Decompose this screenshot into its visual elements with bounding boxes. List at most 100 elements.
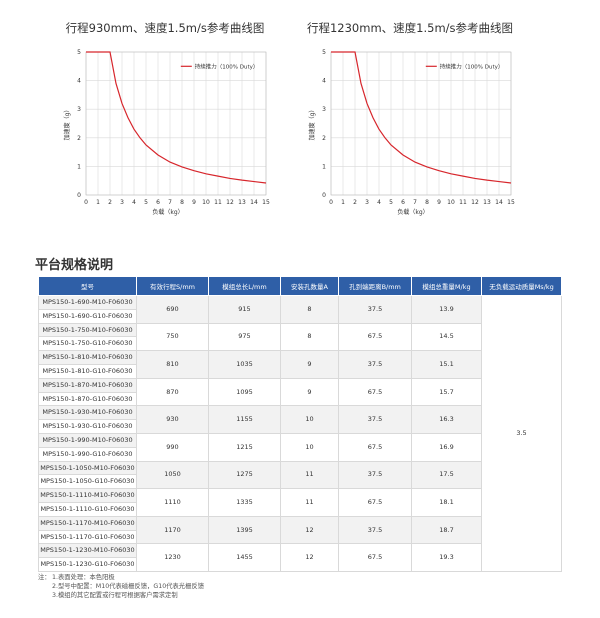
series-line	[86, 51, 267, 184]
table-header-cell: 安装孔数量A	[280, 276, 339, 296]
x-tick-label: 13	[483, 199, 491, 206]
chart-title: 行程1230mm、速度1.5m/s参考曲线图	[306, 21, 514, 35]
x-tick-label: 10	[447, 199, 455, 206]
y-tick-label: 2	[322, 135, 326, 142]
x-tick-label: 14	[250, 199, 258, 206]
x-tick-label: 14	[495, 199, 503, 206]
cell-stroke: 690	[136, 295, 209, 324]
cell-dist: 67.5	[338, 322, 412, 352]
model-cell: MPS150-1-930-M10-F06030	[38, 405, 137, 421]
x-tick-label: 3	[365, 199, 369, 206]
y-tick-label: 1	[322, 163, 326, 170]
cell-holes: 10	[280, 432, 339, 462]
cell-stroke: 990	[136, 432, 209, 462]
cell-dist: 67.5	[338, 377, 412, 407]
x-tick-label: 4	[132, 199, 136, 206]
x-tick-label: 7	[413, 199, 417, 206]
x-tick-label: 5	[144, 199, 148, 206]
y-tick-label: 4	[322, 78, 326, 85]
cell-weight: 18.7	[411, 515, 482, 545]
cell-holes: 12	[280, 515, 339, 545]
x-tick-label: 10	[202, 199, 210, 206]
model-cell: MPS150-1-990-M10-F06030	[38, 432, 137, 448]
model-cell: MPS150-1-1170-M10-F06030	[38, 515, 137, 531]
cell-weight: 17.5	[411, 460, 482, 490]
cell-length: 1215	[208, 432, 281, 462]
chart-svg: 0 1 2 3 4 5 6 7 8 9 10 11 12 13 14 15012345负载（kg）加速度（g）…	[63, 49, 270, 216]
plot-frame	[330, 51, 512, 196]
table-header-cell: 有效行程S/mm	[136, 276, 209, 296]
table-header-cell: 模组总重量M/kg	[411, 276, 482, 296]
table-row: MPS150-1-870-M10-F06030 870 1095 9 67.5 15.7	[38, 377, 562, 407]
x-tick-label: 11	[214, 199, 222, 206]
y-tick-label: 4	[77, 78, 81, 85]
model-cell: MPS150-1-990-G10-F06030	[38, 446, 137, 462]
cell-length: 1035	[208, 350, 281, 379]
y-axis-label: 加速度（g）	[63, 107, 71, 141]
x-axis-label: 负载（kg）	[152, 208, 183, 216]
cell-dist: 37.5	[338, 460, 412, 490]
chart-left: 行程930mm、速度1.5m/s参考曲线图 0 1 2 3 4 5 6 7 8 9 10 11 12 13…	[40, 20, 290, 220]
model-cell: MPS150-1-750-G10-F06030	[38, 336, 137, 352]
cell-dist: 37.5	[338, 295, 412, 324]
cell-dist: 37.5	[338, 405, 412, 434]
cell-holes: 8	[280, 295, 339, 324]
cell-weight: 16.9	[411, 432, 482, 462]
cell-stroke: 810	[136, 350, 209, 379]
y-tick-label: 0	[322, 192, 326, 199]
table-row: MPS150-1-990-M10-F06030 990 1215 10 67.5 16.9	[38, 432, 562, 462]
x-tick-label: 6	[156, 199, 160, 206]
x-tick-label: 9	[192, 199, 196, 206]
y-tick-label: 5	[77, 49, 81, 56]
x-tick-label: 1	[341, 199, 345, 206]
cell-length: 1095	[208, 377, 281, 407]
model-cell: MPS150-1-1050-G10-F06030	[38, 474, 137, 490]
cell-length: 915	[208, 295, 281, 324]
cell-length: 975	[208, 322, 281, 352]
x-tick-label: 8	[180, 199, 184, 206]
cell-weight: 18.1	[411, 488, 482, 517]
chart-title: 行程930mm、速度1.5m/s参考曲线图	[65, 21, 265, 35]
table-header-row: 型号 有效行程S/mm 模组总长L/mm 安装孔数量A 孔到端距离B/mm 模组总重量M/…	[38, 276, 562, 296]
notes-label: 注：	[38, 574, 51, 581]
cell-length: 1155	[208, 405, 281, 434]
y-tick-label: 1	[77, 163, 81, 170]
cell-stroke: 1230	[136, 543, 209, 572]
model-cell: MPS150-1-1230-G10-F06030	[38, 557, 137, 572]
model-cell: MPS150-1-870-M10-F06030	[38, 377, 137, 393]
model-cell: MPS150-1-690-M10-F06030	[38, 295, 137, 310]
note-item: 3.模组的其它配置或行程可根据客户需求定制	[52, 592, 178, 599]
x-tick-label: 15	[262, 199, 270, 206]
cell-length: 1455	[208, 543, 281, 572]
table-header-cell: 无负载运动质量Ms/kg	[481, 276, 562, 296]
cell-holes: 9	[280, 377, 339, 407]
model-cell: MPS150-1-1230-M10-F06030	[38, 543, 137, 559]
cell-weight: 19.3	[411, 543, 482, 572]
cell-holes: 11	[280, 488, 339, 517]
model-cell: MPS150-1-870-G10-F06030	[38, 391, 137, 407]
x-axis-label: 负载（kg）	[397, 208, 428, 216]
spec-table: 型号 有效行程S/mm 模组总长L/mm 安装孔数量A 孔到端距离B/mm 模组总重量M/…	[38, 276, 562, 572]
model-cell: MPS150-1-750-M10-F06030	[38, 322, 137, 338]
table-header-cell: 模组总长L/mm	[208, 276, 281, 296]
model-cell: MPS150-1-1110-G10-F06030	[38, 501, 137, 517]
cell-length: 1275	[208, 460, 281, 490]
x-tick-label: 8	[425, 199, 429, 206]
cell-stroke: 870	[136, 377, 209, 407]
x-tick-label: 13	[238, 199, 246, 206]
cell-dist: 67.5	[338, 488, 412, 517]
cell-weight: 16.3	[411, 405, 482, 434]
model-cell: MPS150-1-1170-G10-F06030	[38, 529, 137, 545]
x-tick-label: 15	[507, 199, 515, 206]
cell-holes: 8	[280, 322, 339, 352]
cell-weight: 15.7	[411, 377, 482, 407]
plot-frame	[85, 51, 267, 196]
cell-stroke: 1170	[136, 515, 209, 545]
cell-holes: 10	[280, 405, 339, 434]
table-header-cell: 型号	[38, 276, 137, 296]
x-tick-label: 2	[108, 199, 112, 206]
x-tick-label: 1	[96, 199, 100, 206]
cell-stroke: 1050	[136, 460, 209, 490]
cell-moving-mass: 3.5	[481, 295, 562, 572]
notes: 注： 1.表面处理：本色阳极 2.型号中配置：M10代表磁栅反馈，G10代表光栅…	[38, 573, 204, 600]
